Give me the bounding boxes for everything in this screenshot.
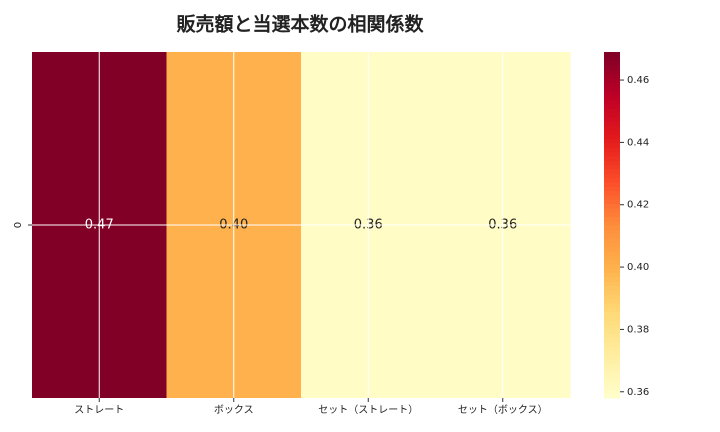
colorbar-step xyxy=(604,116,620,122)
colorbar-step xyxy=(604,367,620,373)
colorbar-step xyxy=(604,95,620,101)
colorbar-step xyxy=(604,177,620,183)
colorbar-step xyxy=(604,112,620,118)
y-tick-label: 0 xyxy=(13,222,24,228)
colorbar-step xyxy=(604,138,620,144)
x-tick-label: セット（ストレート） xyxy=(318,404,418,416)
colorbar-step xyxy=(604,315,620,321)
colorbar-step xyxy=(604,263,620,269)
colorbar-step xyxy=(604,276,620,282)
colorbar-step xyxy=(604,285,620,291)
colorbar-step xyxy=(604,359,620,364)
colorbar-step xyxy=(604,311,620,317)
colorbar-step xyxy=(604,160,620,166)
colorbar-step xyxy=(604,108,620,114)
x-tick-label: ボックス xyxy=(214,404,254,416)
colorbar-step xyxy=(604,354,620,360)
colorbar-step xyxy=(604,64,620,70)
colorbar-step xyxy=(604,199,620,204)
colorbar-step xyxy=(604,194,620,200)
colorbar-step xyxy=(604,60,620,66)
colorbar-step xyxy=(604,121,620,127)
colorbar-step xyxy=(604,393,620,399)
colorbar-step xyxy=(604,220,620,226)
colorbar-step xyxy=(604,272,620,278)
colorbar-step xyxy=(604,298,620,304)
colorbar-step xyxy=(604,242,620,248)
colorbar-tick-label: 0.42 xyxy=(627,200,649,211)
chart-title: 販売額と当選本数の相関係数 xyxy=(176,13,424,36)
colorbar-step xyxy=(604,103,620,109)
colorbar-tick-label: 0.44 xyxy=(627,137,649,148)
colorbar-step xyxy=(604,229,620,235)
colorbar-step xyxy=(604,380,620,386)
colorbar-tick-label: 0.38 xyxy=(627,324,649,335)
colorbar-step xyxy=(604,151,620,157)
colorbar-step xyxy=(604,69,620,75)
colorbar-step xyxy=(604,324,620,330)
colorbar-step xyxy=(604,294,620,300)
colorbar-step xyxy=(604,147,620,153)
colorbar-step xyxy=(604,129,620,135)
colorbar-step xyxy=(604,164,620,170)
colorbar-step xyxy=(604,225,620,230)
colorbar-step xyxy=(604,207,620,213)
colorbar-step xyxy=(604,333,620,339)
colorbar-step xyxy=(604,82,620,88)
colorbar-step xyxy=(604,181,620,187)
colorbar-step xyxy=(604,389,620,395)
colorbar-step xyxy=(604,90,620,96)
colorbar-step xyxy=(604,142,620,148)
colorbar-step xyxy=(604,168,620,174)
colorbar-step xyxy=(604,155,620,161)
colorbar-step xyxy=(604,190,620,196)
colorbar-step xyxy=(604,363,620,369)
x-tick-label: セット（ボックス） xyxy=(458,404,548,416)
colorbar-tick-label: 0.46 xyxy=(627,75,649,86)
colorbar-step xyxy=(604,337,620,343)
colorbar-step xyxy=(604,237,620,243)
colorbar-step xyxy=(604,52,620,57)
colorbar-step xyxy=(604,350,620,356)
colorbar-step xyxy=(604,385,620,390)
colorbar-step xyxy=(604,281,620,287)
colorbar-step xyxy=(604,289,620,295)
colorbar-step xyxy=(604,173,620,179)
colorbar-step xyxy=(604,250,620,256)
colorbar-step xyxy=(604,99,620,105)
colorbar-step xyxy=(604,255,620,261)
colorbar-step xyxy=(604,203,620,209)
colorbar-step xyxy=(604,216,620,222)
x-tick-label: ストレート xyxy=(74,405,124,416)
colorbar-step xyxy=(604,56,620,62)
colorbar-step xyxy=(604,134,620,140)
colorbar-step xyxy=(604,328,620,334)
colorbar-step xyxy=(604,307,620,313)
colorbar-step xyxy=(604,77,620,83)
colorbar-step xyxy=(604,259,620,265)
colorbar-step xyxy=(604,86,620,92)
colorbar-step xyxy=(604,233,620,239)
colorbar-step xyxy=(604,246,620,252)
colorbar-tick-label: 0.36 xyxy=(627,387,649,398)
colorbar-step xyxy=(604,376,620,382)
colorbar-step xyxy=(604,212,620,217)
colorbar-step xyxy=(604,341,620,347)
colorbar-tick-label: 0.40 xyxy=(627,262,649,273)
colorbar-step xyxy=(604,268,620,274)
colorbar-step xyxy=(604,372,620,377)
colorbar-step xyxy=(604,346,620,352)
colorbar-step xyxy=(604,125,620,131)
colorbar-step xyxy=(604,320,620,326)
colorbar-step xyxy=(604,186,620,191)
colorbar-step xyxy=(604,302,620,308)
colorbar-step xyxy=(604,73,620,79)
